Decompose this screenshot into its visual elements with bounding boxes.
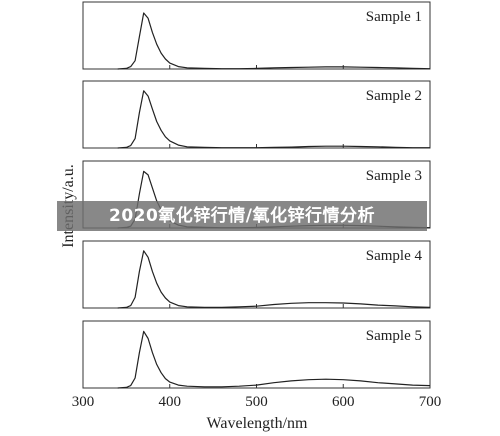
panel-2: Sample 2 bbox=[82, 80, 431, 149]
legend-label-sample-1: Sample 1 bbox=[366, 9, 422, 25]
panel-frame bbox=[82, 1, 431, 70]
panel-frame bbox=[82, 80, 431, 149]
panels-group: Sample 1 Sample 2 Sample 3 Sample 4 Sample 5 bbox=[82, 1, 431, 389]
panel-4: Sample 4 bbox=[82, 240, 431, 309]
x-tick-label: 500 bbox=[245, 394, 268, 410]
x-tick-label: 700 bbox=[419, 394, 442, 410]
panel-1: Sample 1 bbox=[82, 1, 431, 70]
x-tick-label: 600 bbox=[332, 394, 355, 410]
x-axis-title: Wavelength/nm bbox=[207, 415, 308, 432]
legend-label-sample-3: Sample 3 bbox=[366, 168, 422, 184]
spectrum-line-sample-4 bbox=[117, 250, 431, 309]
x-tick-label: 400 bbox=[159, 394, 182, 410]
x-tick-label: 300 bbox=[72, 394, 95, 410]
panel-frame bbox=[82, 320, 431, 389]
panel-frame bbox=[82, 240, 431, 309]
legend-label-sample-5: Sample 5 bbox=[366, 328, 422, 344]
spectrum-line-sample-1 bbox=[117, 12, 431, 70]
spectrum-line-sample-5 bbox=[117, 330, 431, 389]
legend-label-sample-4: Sample 4 bbox=[366, 248, 423, 264]
watermark-banner: 2020氧化锌行情/氧化锌行情分析 bbox=[57, 201, 427, 231]
watermark-banner-text: 2020氧化锌行情/氧化锌行情分析 bbox=[108, 206, 376, 226]
spectrum-line-sample-2 bbox=[117, 90, 430, 149]
panel-5: Sample 5 bbox=[82, 320, 431, 389]
x-axis: 300 400 500 600 700 bbox=[72, 394, 442, 410]
legend-label-sample-2: Sample 2 bbox=[366, 88, 422, 104]
